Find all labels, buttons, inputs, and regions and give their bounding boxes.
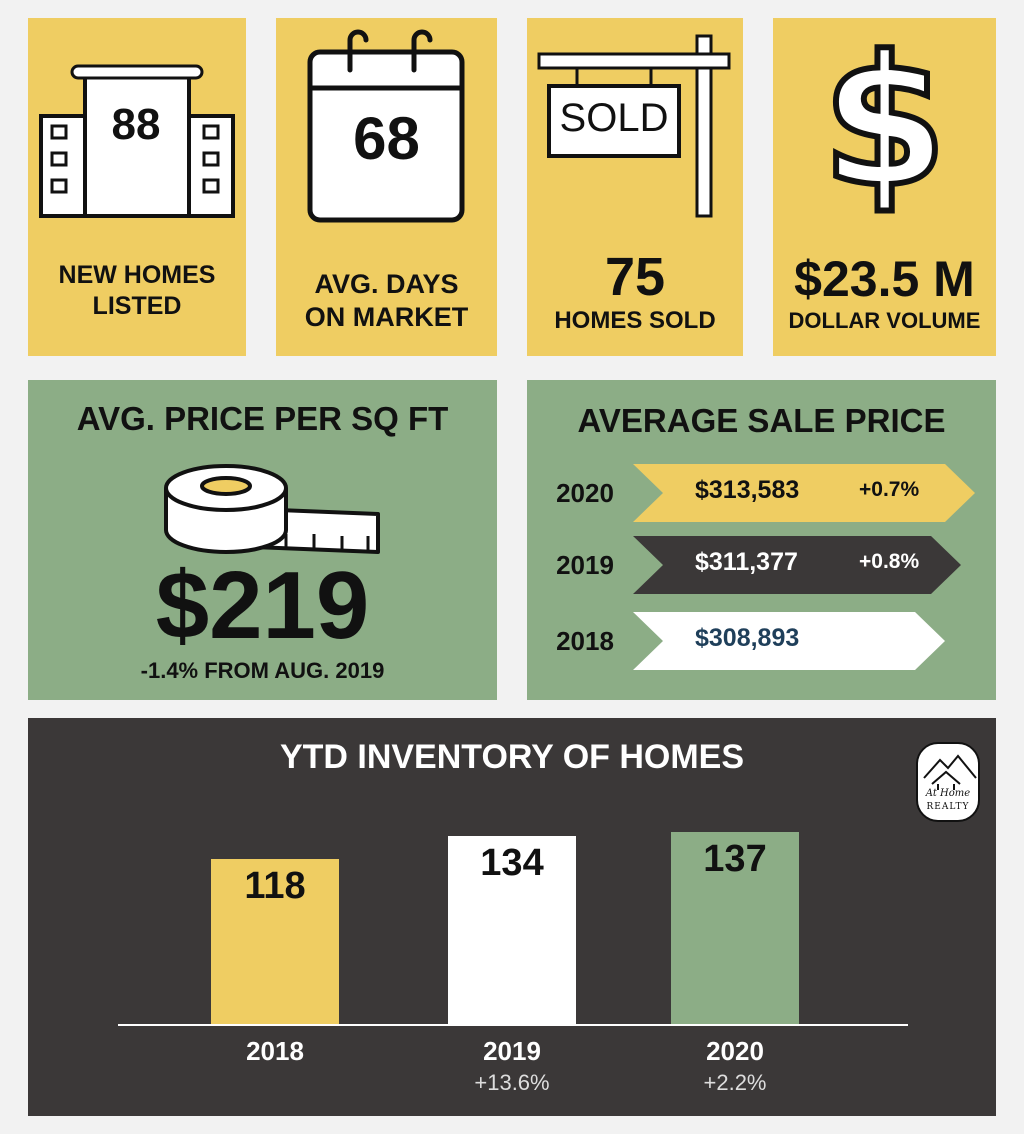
- bar-value-label-2019: 134: [480, 842, 544, 885]
- sold-sign-icon: [537, 34, 731, 218]
- x-axis-line: [118, 1024, 908, 1026]
- price-sqft-value: $219: [155, 552, 370, 659]
- bar-2019: [448, 836, 576, 1024]
- tape-measure-icon: [164, 464, 380, 554]
- dollar-sign-icon: $: [819, 18, 950, 227]
- change-label-2019: +13.6%: [474, 1070, 550, 1095]
- price-sqft-title: AVG. PRICE PER SQ FT: [76, 400, 449, 437]
- avg-days-label: AVG. DAYS ON MARKET: [304, 269, 469, 332]
- sold-sign-text: SOLD: [559, 96, 669, 140]
- inventory-title: YTD INVENTORY OF HOMES: [279, 738, 745, 776]
- calendar-icon: [307, 29, 465, 223]
- homes-sold-value: 75: [604, 247, 666, 307]
- inventory-panel: YTD INVENTORY OF HOMES At Home REALTY 11…: [28, 718, 996, 1116]
- sale-change-2019: +0.8%: [859, 550, 920, 573]
- x-tick-label-2019: 2019: [483, 1036, 541, 1066]
- price-sqft-change: -1.4% FROM AUG. 2019: [140, 658, 385, 683]
- inventory-chart: 118 2018 134 2019 +13.6% 137 2020 +2.2%: [28, 718, 996, 1116]
- dollar-volume-label: DOLLAR VOLUME: [788, 308, 981, 333]
- avg-sale-panel: AVERAGE SALE PRICE 2020 $313,583 +0.7% 2019…: [527, 380, 996, 700]
- dollar-volume-value: $23.5 M: [794, 251, 975, 307]
- homes-sold-label: HOMES SOLD: [554, 307, 716, 334]
- avg-sale-title: AVERAGE SALE PRICE: [577, 402, 946, 439]
- building-icon: [39, 64, 235, 218]
- price-sqft-panel: AVG. PRICE PER SQ FT $219 -1.4% FROM AUG…: [28, 380, 497, 700]
- x-tick-label-2018: 2018: [246, 1036, 304, 1066]
- sale-year-2020: 2020: [556, 478, 614, 508]
- sale-year-2019: 2019: [556, 550, 614, 580]
- sale-change-2020: +0.7%: [859, 478, 920, 501]
- new-homes-label: NEW HOMES LISTED: [58, 261, 216, 320]
- realty-logo: At Home REALTY: [916, 742, 980, 822]
- avg-days-value: 68: [353, 105, 420, 172]
- sale-price-2018: $308,893: [695, 624, 800, 652]
- avg-days-tile: 68 AVG. DAYS ON MARKET: [276, 18, 497, 356]
- sale-arrow-2019: [633, 536, 961, 594]
- logo-text-line1: At Home: [925, 788, 971, 799]
- change-label-2020: +2.2%: [703, 1070, 767, 1095]
- sale-year-2018: 2018: [556, 626, 614, 656]
- dollar-volume-tile: $ $23.5 M DOLLAR VOLUME: [773, 18, 996, 356]
- bar-value-label-2020: 137: [703, 838, 767, 880]
- sale-price-2020: $313,583: [695, 476, 800, 504]
- new-homes-value: 88: [111, 100, 161, 149]
- bar-2020: [671, 832, 799, 1024]
- sale-price-2019: $311,377: [695, 548, 798, 576]
- logo-text-line2: REALTY: [926, 802, 970, 812]
- new-homes-tile: 88 NEW HOMES LISTED: [28, 18, 246, 356]
- house-mountain-icon: [923, 754, 977, 790]
- x-tick-label-2020: 2020: [706, 1036, 764, 1066]
- sale-arrow-2020: [633, 464, 975, 522]
- sale-arrow-2018: [633, 612, 945, 670]
- bar-2018: [211, 858, 339, 1024]
- bar-value-label-2018: 118: [244, 864, 306, 907]
- homes-sold-tile: SOLD 75 HOMES SOLD: [527, 18, 743, 356]
